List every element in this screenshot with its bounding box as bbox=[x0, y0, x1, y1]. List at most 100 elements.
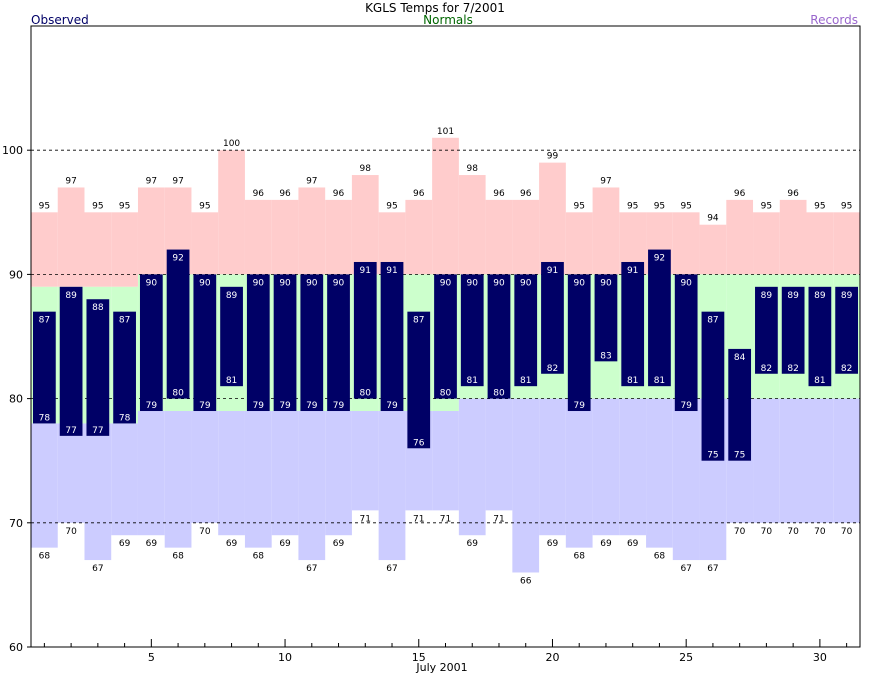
record-high-label: 101 bbox=[437, 127, 454, 137]
record-high-label: 95 bbox=[386, 201, 397, 211]
observed-high-label: 87 bbox=[39, 316, 50, 326]
record-high-label: 96 bbox=[734, 189, 746, 199]
record-low-band bbox=[351, 411, 379, 511]
record-low-label: 68 bbox=[573, 552, 585, 562]
observed-high-label: 91 bbox=[627, 266, 638, 276]
record-low-band bbox=[298, 411, 326, 561]
value-labels-layer: 95 68 87 78 97 70 89 77 95 67 88 77 95 69 87 78 97 69 90 79… bbox=[39, 127, 853, 587]
record-high-band bbox=[111, 212, 138, 287]
record-low-label: 71 bbox=[413, 514, 424, 524]
observed-high-label: 88 bbox=[92, 303, 104, 313]
observed-bar bbox=[86, 299, 110, 436]
record-low-band bbox=[325, 411, 352, 536]
observed-high-label: 90 bbox=[146, 278, 158, 288]
observed-bar bbox=[113, 311, 136, 424]
y-tick-label: 90 bbox=[9, 268, 23, 281]
axes-layer: 60 70 80 90 100 5 10 15 20 25 30 bbox=[2, 144, 848, 664]
observed-high-label: 90 bbox=[440, 278, 452, 288]
observed-high-label: 90 bbox=[253, 278, 265, 288]
record-high-band bbox=[218, 150, 245, 275]
observed-bar bbox=[273, 274, 297, 412]
chart-title: KGLS Temps for 7/2001 bbox=[365, 1, 505, 15]
record-low-band bbox=[485, 398, 513, 511]
observed-bar bbox=[701, 311, 725, 461]
record-low-label: 71 bbox=[493, 514, 504, 524]
observed-bar bbox=[514, 274, 538, 387]
legend-observed: Observed bbox=[31, 13, 89, 27]
observed-low-label: 80 bbox=[172, 389, 184, 399]
observed-high-label: 90 bbox=[680, 278, 692, 288]
x-tick-label: 15 bbox=[412, 651, 426, 664]
observed-bar bbox=[380, 261, 404, 412]
record-low-band bbox=[592, 398, 620, 536]
record-low-band bbox=[57, 423, 85, 523]
observed-bar bbox=[59, 286, 83, 436]
observed-low-label: 79 bbox=[279, 401, 291, 411]
observed-high-label: 87 bbox=[119, 316, 130, 326]
record-high-label: 98 bbox=[467, 164, 479, 174]
y-tick-label: 100 bbox=[2, 144, 23, 157]
observed-low-label: 79 bbox=[146, 401, 158, 411]
record-high-band bbox=[539, 162, 566, 275]
record-low-label: 71 bbox=[360, 514, 371, 524]
observed-bar bbox=[728, 348, 752, 461]
record-high-label: 96 bbox=[333, 189, 345, 199]
record-low-label: 68 bbox=[39, 552, 51, 562]
observed-high-label: 87 bbox=[413, 316, 424, 326]
observed-low-label: 79 bbox=[199, 401, 211, 411]
observed-low-label: 79 bbox=[573, 401, 585, 411]
observed-high-label: 89 bbox=[761, 291, 773, 301]
record-high-band bbox=[325, 199, 352, 275]
observed-high-label: 91 bbox=[386, 266, 397, 276]
observed-high-label: 89 bbox=[814, 291, 826, 301]
record-low-label: 69 bbox=[146, 539, 158, 549]
record-low-band bbox=[31, 423, 58, 548]
x-tick-label: 20 bbox=[545, 651, 559, 664]
record-high-band bbox=[191, 212, 219, 275]
observed-low-label: 79 bbox=[333, 401, 345, 411]
x-tick-label: 30 bbox=[813, 651, 827, 664]
record-low-label: 66 bbox=[520, 576, 532, 586]
record-high-label: 94 bbox=[707, 214, 719, 224]
record-low-label: 70 bbox=[734, 527, 746, 537]
y-tick-label: 80 bbox=[9, 393, 23, 406]
record-low-label: 68 bbox=[172, 552, 184, 562]
observed-bar bbox=[220, 286, 243, 387]
record-high-label: 95 bbox=[680, 201, 691, 211]
observed-bar bbox=[407, 311, 431, 449]
record-high-label: 97 bbox=[172, 176, 183, 186]
record-high-band bbox=[753, 212, 780, 275]
record-low-label: 69 bbox=[333, 539, 345, 549]
record-low-band bbox=[806, 398, 834, 523]
observed-high-label: 90 bbox=[573, 278, 585, 288]
legend-normals: Normals bbox=[423, 13, 473, 27]
record-low-label: 71 bbox=[440, 514, 451, 524]
observed-low-label: 75 bbox=[707, 451, 718, 461]
observed-low-label: 83 bbox=[600, 351, 611, 361]
observed-bar bbox=[781, 286, 805, 374]
record-high-band bbox=[298, 187, 326, 275]
observed-low-label: 81 bbox=[226, 376, 237, 386]
observed-low-label: 79 bbox=[306, 401, 318, 411]
record-low-label: 68 bbox=[253, 552, 265, 562]
observed-low-label: 81 bbox=[627, 376, 638, 386]
record-high-label: 95 bbox=[119, 201, 130, 211]
record-high-label: 96 bbox=[253, 189, 265, 199]
record-high-label: 95 bbox=[761, 201, 772, 211]
record-low-label: 69 bbox=[600, 539, 612, 549]
x-tick-label: 10 bbox=[278, 651, 292, 664]
record-low-band bbox=[646, 398, 673, 548]
record-high-band bbox=[57, 187, 85, 287]
observed-low-label: 80 bbox=[440, 389, 452, 399]
record-high-band bbox=[84, 212, 112, 287]
record-low-band bbox=[378, 411, 406, 561]
record-high-label: 95 bbox=[199, 201, 210, 211]
record-high-label: 97 bbox=[306, 176, 317, 186]
record-low-label: 68 bbox=[654, 552, 666, 562]
record-low-label: 70 bbox=[199, 527, 211, 537]
observed-high-label: 90 bbox=[467, 278, 479, 288]
observed-high-label: 89 bbox=[841, 291, 853, 301]
record-high-band bbox=[726, 199, 754, 275]
observed-high-label: 84 bbox=[734, 353, 746, 363]
